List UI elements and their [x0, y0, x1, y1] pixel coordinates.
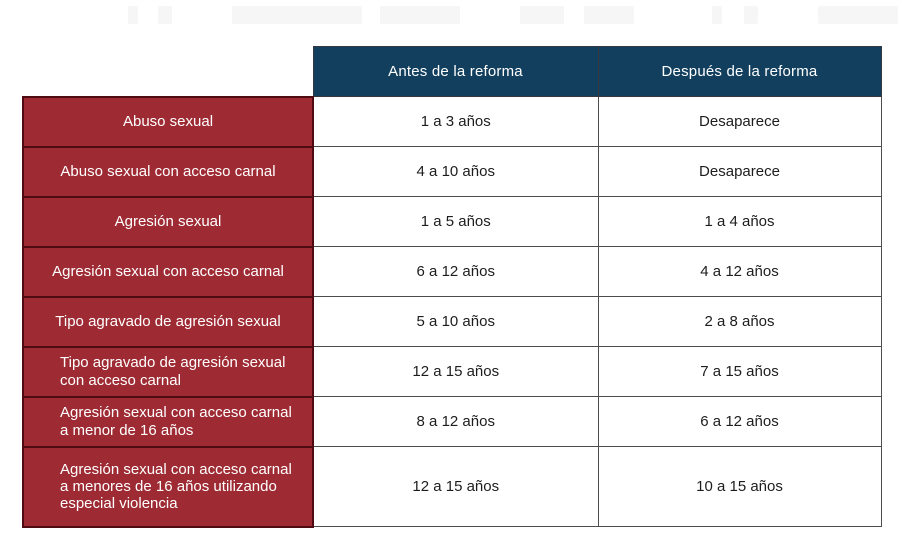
- table-row: Agresión sexual con acceso carnal a meno…: [22, 395, 882, 448]
- row-label-cell: Agresión sexual con acceso carnal a meno…: [22, 445, 314, 528]
- table-row: Tipo agravado de agresión sexual 5 a 10 …: [22, 295, 882, 348]
- before-cell: 8 a 12 años: [312, 396, 599, 447]
- after-cell: 2 a 8 años: [597, 296, 882, 347]
- before-cell: 6 a 12 años: [312, 246, 599, 297]
- before-cell: 12 a 15 años: [312, 346, 599, 397]
- before-cell: 12 a 15 años: [312, 446, 599, 527]
- row-label-cell: Tipo agravado de agresión sexual con acc…: [22, 345, 314, 398]
- after-cell: 10 a 15 años: [597, 446, 882, 527]
- row-label-cell: Agresión sexual con acceso carnal a meno…: [22, 395, 314, 448]
- after-cell: Desaparece: [597, 96, 882, 147]
- column-header-before: Antes de la reforma: [312, 46, 599, 97]
- table-row: Agresión sexual 1 a 5 años 1 a 4 años: [22, 195, 882, 248]
- after-cell: Desaparece: [597, 146, 882, 197]
- faint-ghost-text: [0, 4, 902, 28]
- row-label-cell: Abuso sexual: [22, 95, 314, 148]
- before-cell: 1 a 3 años: [312, 96, 599, 147]
- after-cell: 7 a 15 años: [597, 346, 882, 397]
- row-label-cell: Tipo agravado de agresión sexual: [22, 295, 314, 348]
- before-cell: 5 a 10 años: [312, 296, 599, 347]
- table-row: Agresión sexual con acceso carnal a meno…: [22, 445, 882, 528]
- after-cell: 6 a 12 años: [597, 396, 882, 447]
- header-row: Antes de la reforma Después de la reform…: [23, 46, 882, 97]
- row-label-cell: Abuso sexual con acceso carnal: [22, 145, 314, 198]
- comparison-table: Antes de la reforma Después de la reform…: [22, 46, 882, 528]
- row-label-cell: Agresión sexual con acceso carnal: [22, 245, 314, 298]
- before-cell: 1 a 5 años: [312, 196, 599, 247]
- table-row: Agresión sexual con acceso carnal 6 a 12…: [22, 245, 882, 298]
- column-header-after: Después de la reforma: [597, 46, 882, 97]
- before-cell: 4 a 10 años: [312, 146, 599, 197]
- table-row: Abuso sexual con acceso carnal 4 a 10 añ…: [22, 145, 882, 198]
- after-cell: 4 a 12 años: [597, 246, 882, 297]
- row-label-cell: Agresión sexual: [22, 195, 314, 248]
- table-row: Abuso sexual 1 a 3 años Desaparece: [22, 95, 882, 148]
- table-row: Tipo agravado de agresión sexual con acc…: [22, 345, 882, 398]
- corner-cell: [23, 46, 313, 97]
- after-cell: 1 a 4 años: [597, 196, 882, 247]
